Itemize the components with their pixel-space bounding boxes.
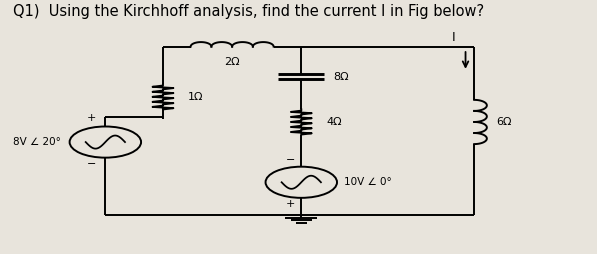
Text: +: + bbox=[286, 199, 296, 209]
Text: 6Ω: 6Ω bbox=[496, 117, 512, 127]
Text: −: − bbox=[286, 155, 296, 165]
Text: 2Ω: 2Ω bbox=[224, 57, 240, 67]
Text: 4Ω: 4Ω bbox=[326, 117, 341, 127]
Text: −: − bbox=[87, 159, 96, 169]
Text: 8V ∠ 20°: 8V ∠ 20° bbox=[13, 137, 61, 147]
Text: Q1)  Using the Kirchhoff analysis, find the current I in Fig below?: Q1) Using the Kirchhoff analysis, find t… bbox=[13, 4, 484, 19]
Text: +: + bbox=[87, 114, 96, 123]
Text: 8Ω: 8Ω bbox=[333, 72, 349, 82]
Text: I: I bbox=[452, 31, 456, 44]
Text: 10V ∠ 0°: 10V ∠ 0° bbox=[344, 177, 392, 187]
Text: 1Ω: 1Ω bbox=[187, 92, 203, 102]
